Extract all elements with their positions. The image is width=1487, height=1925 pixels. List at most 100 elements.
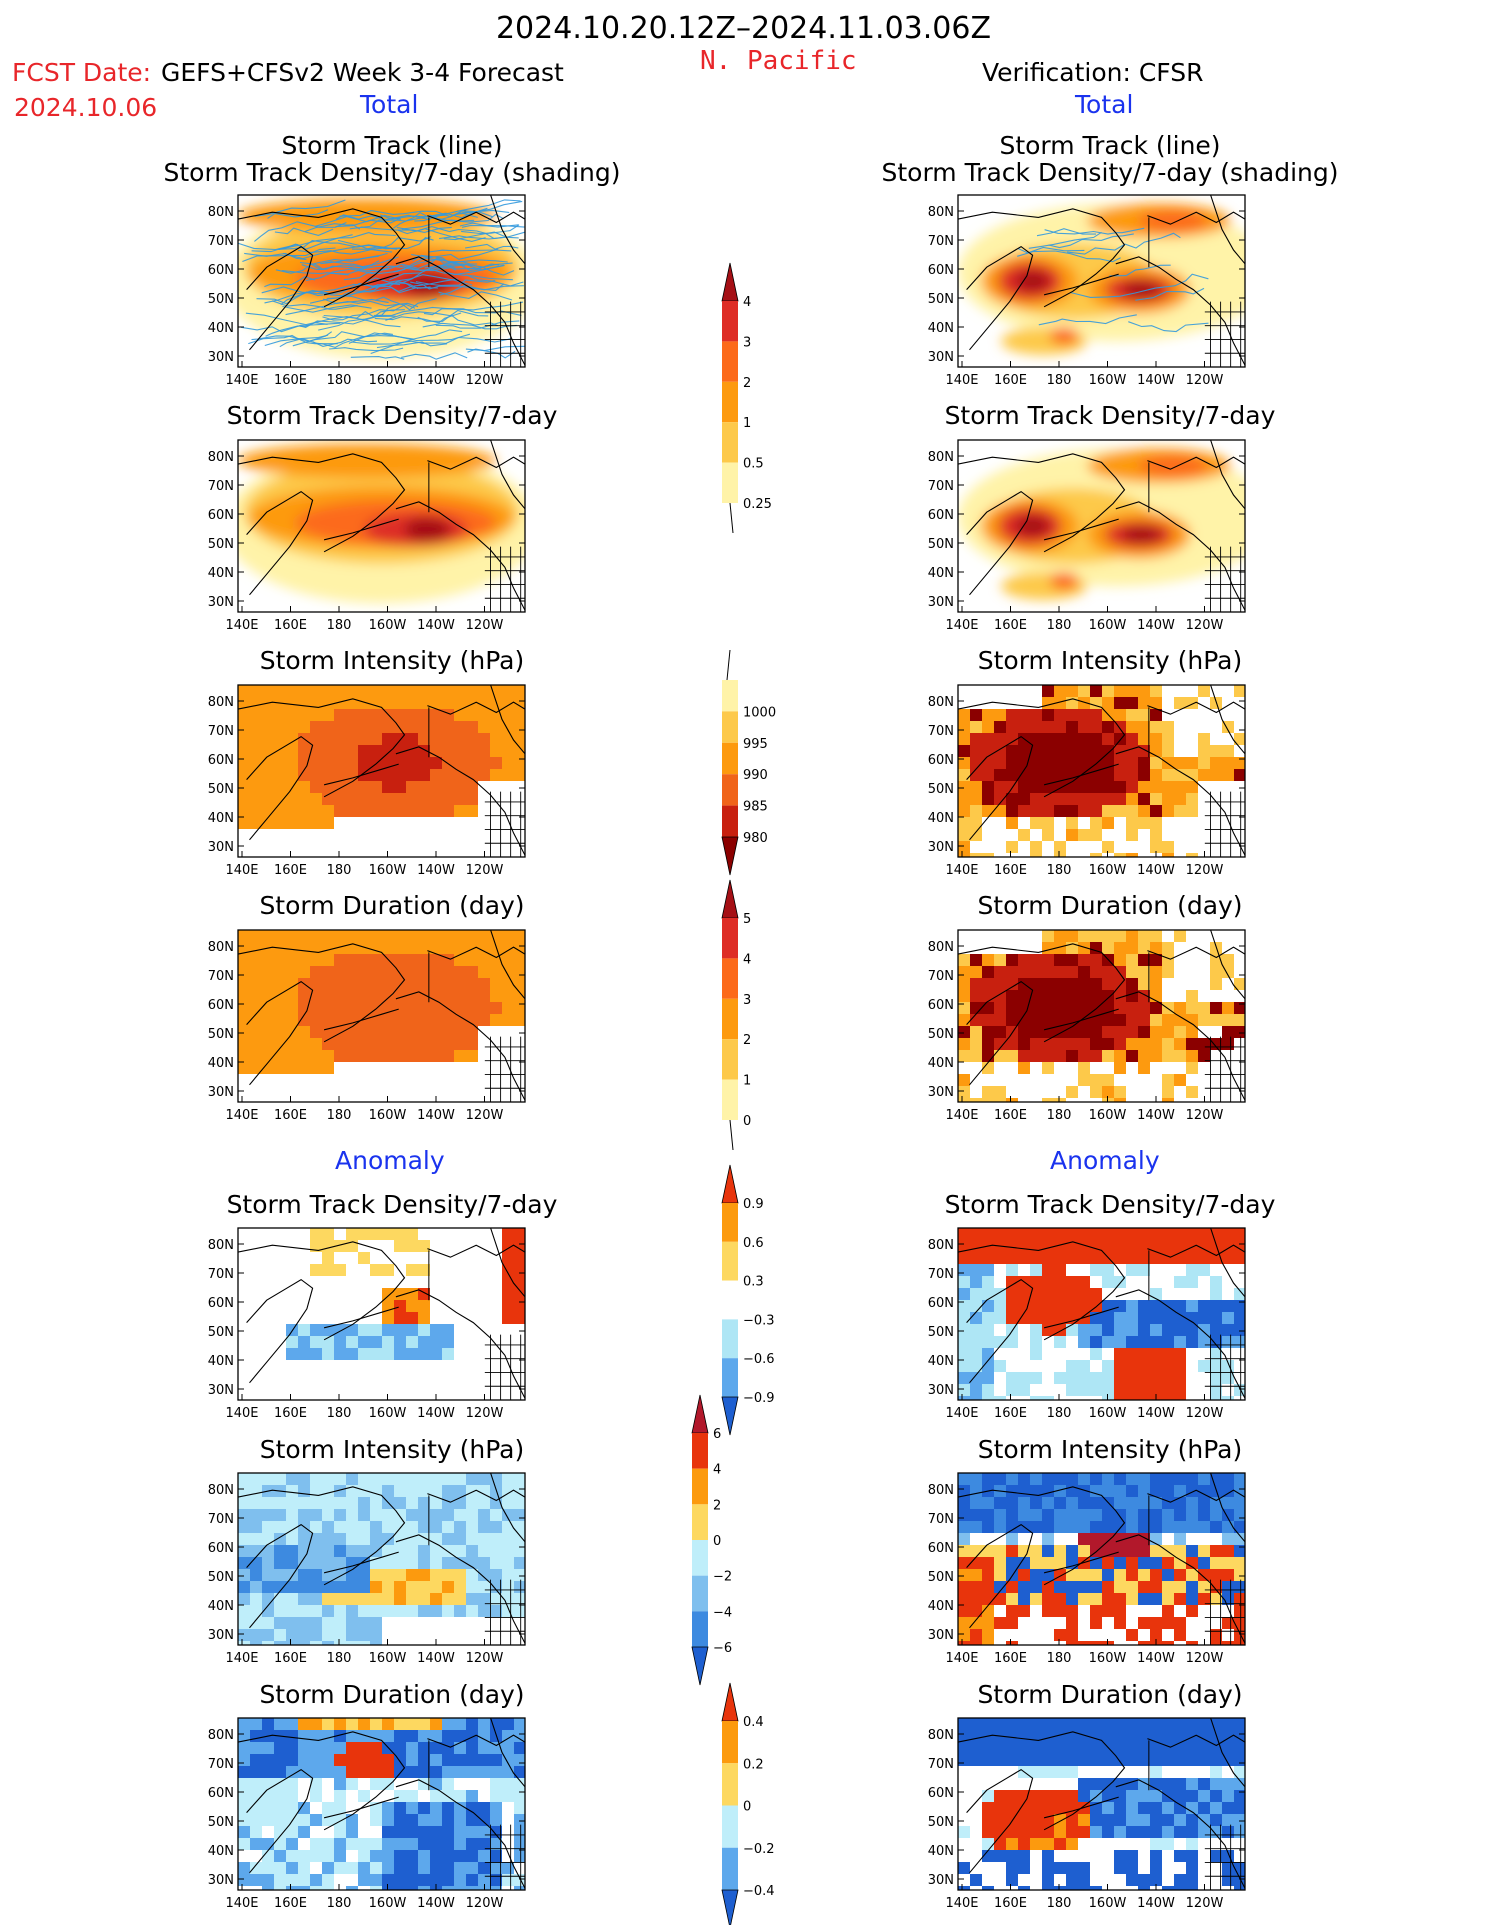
map-r3-c1-lon-label: 140E bbox=[945, 1108, 978, 1123]
colorbar-label: 2 bbox=[713, 1498, 721, 1513]
verification-label: Verification: CFSR bbox=[982, 58, 1204, 87]
colorbar-label: 0.2 bbox=[743, 1757, 764, 1772]
map-r6-c0-lon-label: 120W bbox=[466, 1896, 504, 1911]
colorbar-label: −2 bbox=[713, 1570, 732, 1585]
map-r2-c0-lat-label: 70N bbox=[208, 724, 234, 739]
map-r0-c0-lon-label: 140E bbox=[225, 373, 258, 388]
map-r3-c0-lon-label: 160E bbox=[274, 1108, 307, 1123]
colorbar-swatch bbox=[722, 1079, 738, 1120]
map-r5-c1-lat-label: 40N bbox=[928, 1599, 954, 1614]
colorbar-swatch bbox=[722, 341, 738, 382]
colorbar-swatch bbox=[692, 1540, 708, 1576]
map-r5-c1-lon-label: 160W bbox=[1089, 1651, 1127, 1666]
map-r1-c0-lon-label: 120W bbox=[466, 618, 504, 633]
map-r6-c1-lat-label: 80N bbox=[928, 1728, 954, 1743]
map-r2-c1-lon-label: 120W bbox=[1186, 863, 1224, 878]
colorbar-swatch bbox=[722, 1280, 738, 1320]
map-r4-c0-lon-label: 140W bbox=[417, 1406, 455, 1421]
map-r2-c0-lon-label: 160W bbox=[369, 863, 407, 878]
map-r5-c0-lat-label: 80N bbox=[208, 1483, 234, 1498]
map-r1-c1-lon-label: 120W bbox=[1186, 618, 1224, 633]
title-right-anom-density: Storm Track Density/7-day bbox=[944, 1190, 1276, 1219]
title-left-anom-intensity: Storm Intensity (hPa) bbox=[259, 1435, 525, 1464]
colorbar-swatch bbox=[722, 1241, 738, 1281]
map-r4-c1-lat-label: 50N bbox=[928, 1325, 954, 1340]
map-r2-c1-lat-label: 80N bbox=[928, 695, 954, 710]
map-r1-c0-lat-label: 60N bbox=[208, 508, 234, 523]
map-r2-c0-lat-label: 30N bbox=[208, 840, 234, 855]
map-r4-c0-lon-label: 180 bbox=[327, 1406, 352, 1421]
map-r5-c0-lon-label: 160E bbox=[274, 1651, 307, 1666]
map-r2-c1-lon-label: 180 bbox=[1047, 863, 1072, 878]
title-left-track-line: Storm Track (line) bbox=[281, 131, 503, 160]
colorbar-label: −0.4 bbox=[743, 1884, 775, 1899]
map-r1-c0-lon-label: 140E bbox=[225, 618, 258, 633]
anomaly-label-left: Anomaly bbox=[335, 1146, 445, 1175]
map-r1-c0-lon-label: 140W bbox=[417, 618, 455, 633]
map-r5-c1-lat-label: 50N bbox=[928, 1570, 954, 1585]
map-r1-c0-lat-label: 30N bbox=[208, 595, 234, 610]
map-r4-c1-lon-label: 180 bbox=[1047, 1406, 1072, 1421]
map-r6-c0-lat-label: 50N bbox=[208, 1815, 234, 1830]
map-r2-c1-lat-label: 60N bbox=[928, 753, 954, 768]
map-r5-c0-lat-label: 70N bbox=[208, 1512, 234, 1527]
map-r0-c1-lat-label: 80N bbox=[928, 205, 954, 220]
map-r5-c1-lon-label: 120W bbox=[1186, 1651, 1224, 1666]
map-r1-c1-lon-label: 140E bbox=[945, 618, 978, 633]
map-r1-c1-lon-label: 180 bbox=[1047, 618, 1072, 633]
map-r4-c1-lon-label: 140W bbox=[1137, 1406, 1175, 1421]
map-r3-c0-lon-label: 140E bbox=[225, 1108, 258, 1123]
map-r0-c1-lon-label: 120W bbox=[1186, 373, 1224, 388]
title-right-track-line: Storm Track (line) bbox=[999, 131, 1221, 160]
colorbar-label: 0.4 bbox=[743, 1715, 764, 1730]
colorbar-swatch bbox=[692, 1611, 708, 1647]
map-r5-c0-lon-label: 180 bbox=[327, 1651, 352, 1666]
map-r1-c0-lon-label: 160E bbox=[274, 618, 307, 633]
map-r3-c1-lat-label: 50N bbox=[928, 1027, 954, 1042]
map-r2-c0-lat-label: 40N bbox=[208, 811, 234, 826]
map-r0-c0-lat-label: 50N bbox=[208, 292, 234, 307]
map-r2-c1-lat-label: 30N bbox=[928, 840, 954, 855]
map-r4-c0-lat-label: 50N bbox=[208, 1325, 234, 1340]
map-r1-c1: 80N 70N 60N 50N 40N 30N 140E 160E 180 160W 140W 120… bbox=[928, 439, 1246, 633]
map-r4-c0-lon-label: 140E bbox=[225, 1406, 258, 1421]
map-r4-c0-lat-label: 60N bbox=[208, 1296, 234, 1311]
map-r6-c0-lon-label: 160W bbox=[369, 1896, 407, 1911]
map-r6-c1-lon-label: 180 bbox=[1047, 1896, 1072, 1911]
map-r0-c1-lat-label: 70N bbox=[928, 234, 954, 249]
map-r1-c0: 80N 70N 60N 50N 40N 30N 140E 160E 180 160W 140W 120… bbox=[208, 439, 526, 633]
map-r2-c1-lon-label: 140W bbox=[1137, 863, 1175, 878]
colorbar-swatch bbox=[722, 1319, 738, 1359]
map-r0-c0-lon-label: 140W bbox=[417, 373, 455, 388]
map-r6-c1-lat-label: 50N bbox=[928, 1815, 954, 1830]
colorbar-label: 985 bbox=[743, 800, 768, 815]
colorbar-label: 1 bbox=[743, 1074, 751, 1089]
map-r1-c1-lat-label: 80N bbox=[928, 450, 954, 465]
map-r3-c0-lat-label: 80N bbox=[208, 940, 234, 955]
map-r6-c1-lon-label: 140E bbox=[945, 1896, 978, 1911]
map-r6-c1-lat-label: 30N bbox=[928, 1873, 954, 1888]
map-r4-c1-lat-label: 40N bbox=[928, 1354, 954, 1369]
colorbar-swatch bbox=[722, 711, 738, 743]
map-r6-c1-lon-label: 140W bbox=[1137, 1896, 1175, 1911]
map-r3-c1-lon-label: 160E bbox=[994, 1108, 1027, 1123]
colorbar-swatch bbox=[722, 958, 738, 999]
colorbar-swatch bbox=[722, 774, 738, 806]
map-r6-c0-lat-label: 70N bbox=[208, 1757, 234, 1772]
colorbar-label: 0 bbox=[743, 1114, 751, 1129]
map-r3-c1-lat-label: 40N bbox=[928, 1056, 954, 1071]
colorbar-swatch bbox=[722, 1721, 738, 1764]
map-r0-c0-lat-label: 30N bbox=[208, 350, 234, 365]
map-r3-c1-lat-label: 80N bbox=[928, 940, 954, 955]
total-label-right: Total bbox=[1075, 90, 1134, 119]
map-r0-c0-lat-label: 40N bbox=[208, 321, 234, 336]
colorbar-swatch bbox=[722, 680, 738, 712]
map-r2-c1-lon-label: 140E bbox=[945, 863, 978, 878]
map-r6-c0-lon-label: 160E bbox=[274, 1896, 307, 1911]
colorbar-label: 0.6 bbox=[743, 1236, 764, 1251]
map-r1-c1-lat-label: 30N bbox=[928, 595, 954, 610]
map-r0-c0-lon-label: 160W bbox=[369, 373, 407, 388]
title-right-intensity: Storm Intensity (hPa) bbox=[977, 646, 1243, 675]
map-r5-c0-lon-label: 120W bbox=[466, 1651, 504, 1666]
map-r4-c1-lon-label: 140E bbox=[945, 1406, 978, 1421]
